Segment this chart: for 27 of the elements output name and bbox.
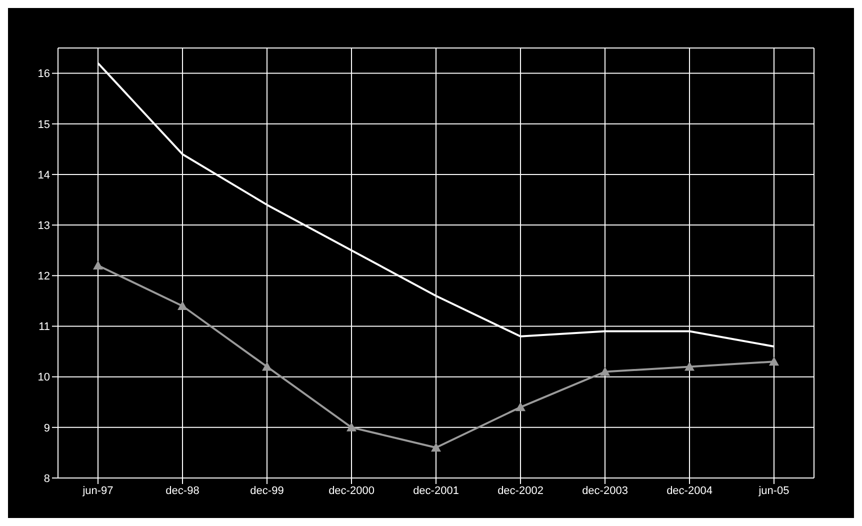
x-tick-label: dec-2003 — [582, 484, 628, 497]
point — [431, 442, 441, 452]
point — [516, 402, 526, 412]
point — [684, 362, 694, 371]
y-tick-label: 14 — [38, 169, 50, 182]
y-tick-label: 16 — [38, 68, 50, 80]
x-tick-label: dec-99 — [250, 484, 284, 497]
point — [262, 362, 272, 371]
y-tick-label: 8 — [44, 472, 50, 485]
point — [178, 301, 188, 310]
y-tick-label: 10 — [38, 372, 50, 384]
y-tick-label: 12 — [38, 270, 50, 283]
point — [346, 422, 356, 432]
x-tick-label: dec-98 — [166, 484, 200, 497]
y-tick-label: 15 — [38, 118, 50, 131]
point — [769, 356, 779, 366]
y-tick-label: 13 — [38, 220, 50, 232]
x-tick-label: dec-2001 — [413, 484, 459, 497]
x-tick-label: dec-2002 — [498, 484, 544, 497]
point — [93, 260, 103, 270]
y-tick-label: 9 — [44, 422, 50, 434]
x-tick-label: jun-05 — [758, 484, 790, 497]
y-tick-label: 11 — [38, 321, 50, 334]
x-tick-label: dec-2000 — [328, 484, 374, 497]
point — [600, 366, 610, 376]
x-tick-label: dec-2004 — [666, 484, 712, 497]
x-tick-label: jun-97 — [82, 484, 114, 497]
